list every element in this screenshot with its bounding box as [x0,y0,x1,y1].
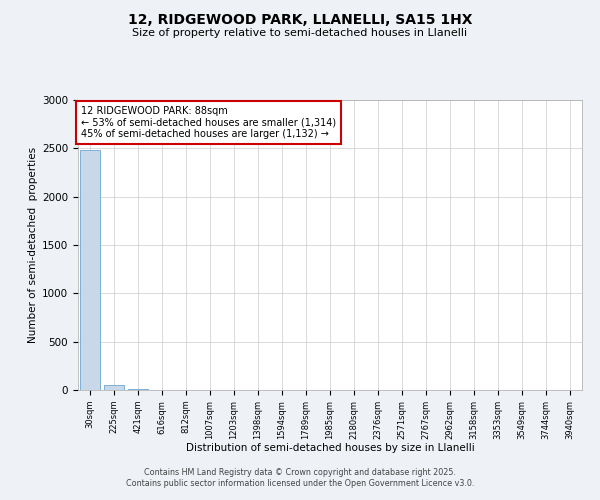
Text: 12, RIDGEWOOD PARK, LLANELLI, SA15 1HX: 12, RIDGEWOOD PARK, LLANELLI, SA15 1HX [128,12,472,26]
Text: 12 RIDGEWOOD PARK: 88sqm
← 53% of semi-detached houses are smaller (1,314)
45% o: 12 RIDGEWOOD PARK: 88sqm ← 53% of semi-d… [80,106,335,139]
Bar [104,385,124,390]
Text: Contains HM Land Registry data © Crown copyright and database right 2025.
Contai: Contains HM Land Registry data © Crown c… [126,468,474,487]
Bar [80,150,100,390]
Y-axis label: Number of semi-detached  properties: Number of semi-detached properties [28,147,38,343]
Text: Size of property relative to semi-detached houses in Llanelli: Size of property relative to semi-detach… [133,28,467,38]
Bar [128,389,148,390]
X-axis label: Distribution of semi-detached houses by size in Llanelli: Distribution of semi-detached houses by … [185,443,475,453]
